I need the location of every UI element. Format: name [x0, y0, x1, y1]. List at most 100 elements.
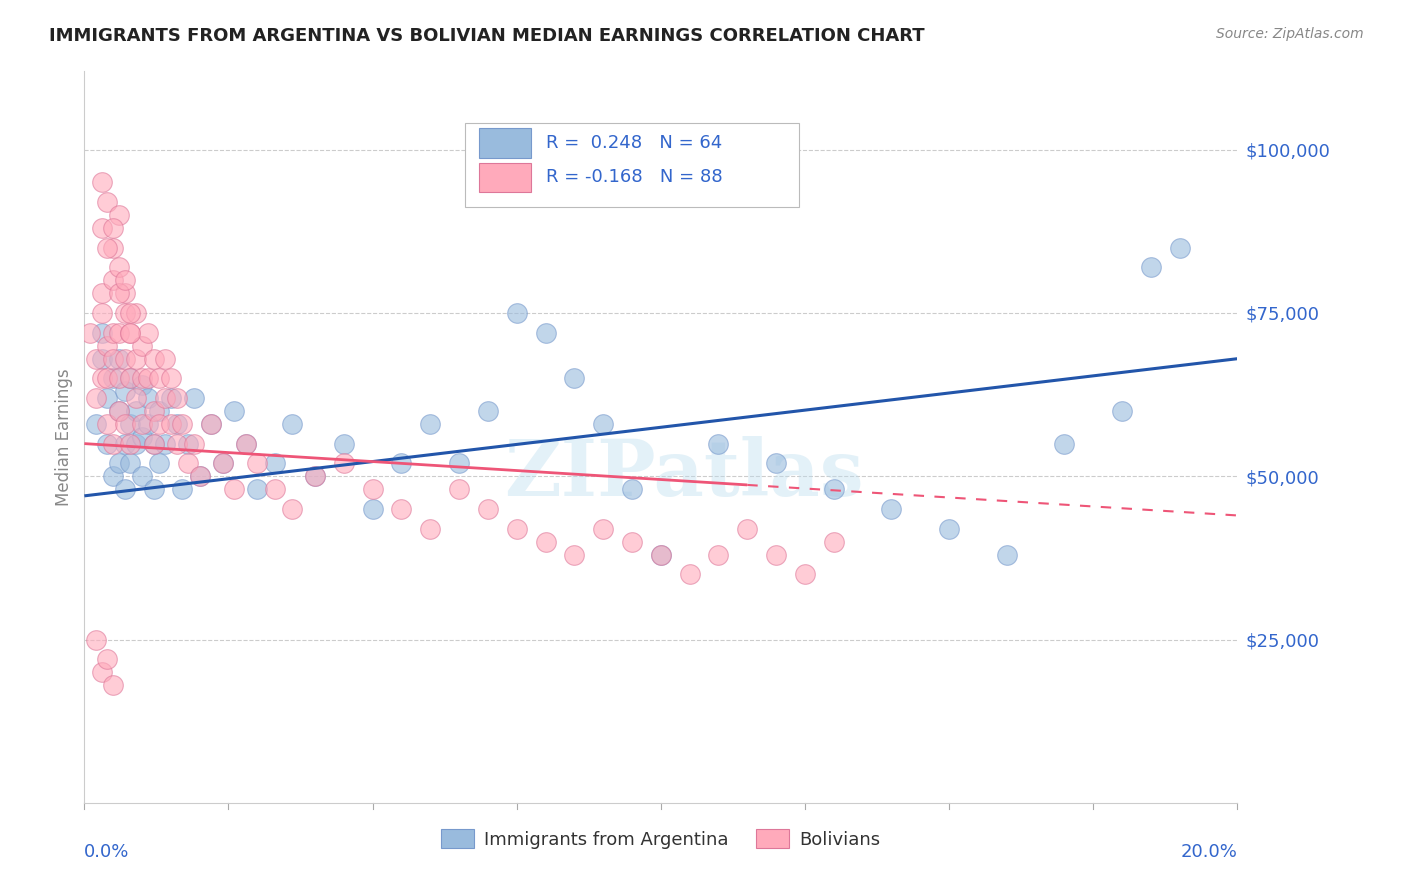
Point — [564, 371, 586, 385]
Point — [136, 371, 159, 385]
FancyBboxPatch shape — [478, 128, 530, 158]
Point — [125, 351, 148, 366]
Point — [200, 417, 222, 431]
Point — [361, 483, 384, 497]
Point — [148, 417, 170, 431]
Point — [650, 548, 672, 562]
Text: IMMIGRANTS FROM ARGENTINA VS BOLIVIAN MEDIAN EARNINGS CORRELATION CHART: IMMIGRANTS FROM ARGENTINA VS BOLIVIAN ME… — [49, 27, 925, 45]
Point — [114, 286, 136, 301]
Point — [142, 351, 165, 366]
Point — [114, 351, 136, 366]
Point — [114, 436, 136, 450]
Text: R = -0.168   N = 88: R = -0.168 N = 88 — [546, 169, 723, 186]
Point — [391, 456, 413, 470]
Point — [765, 548, 787, 562]
Point — [136, 391, 159, 405]
Point — [125, 436, 148, 450]
Point — [281, 417, 304, 431]
Point — [114, 483, 136, 497]
Point — [333, 456, 356, 470]
Text: 20.0%: 20.0% — [1181, 843, 1237, 861]
Point — [564, 548, 586, 562]
Point — [391, 502, 413, 516]
Point — [153, 391, 176, 405]
Text: 0.0%: 0.0% — [84, 843, 129, 861]
Point — [142, 436, 165, 450]
Point — [103, 221, 124, 235]
Point — [200, 417, 222, 431]
Point — [188, 469, 211, 483]
Point — [108, 208, 131, 222]
Point — [79, 326, 101, 340]
Point — [131, 417, 153, 431]
Point — [534, 534, 557, 549]
Point — [449, 456, 471, 470]
Point — [823, 483, 845, 497]
Point — [90, 221, 112, 235]
Point — [183, 436, 205, 450]
Point — [103, 351, 124, 366]
Point — [120, 436, 142, 450]
Point — [108, 326, 131, 340]
Point — [136, 326, 159, 340]
Point — [224, 404, 246, 418]
Point — [120, 456, 142, 470]
Point — [419, 417, 441, 431]
Point — [419, 521, 441, 535]
Point — [880, 502, 903, 516]
Point — [765, 456, 787, 470]
Point — [103, 469, 124, 483]
Point — [235, 436, 257, 450]
Point — [153, 351, 176, 366]
Point — [449, 483, 471, 497]
Point — [153, 436, 176, 450]
Point — [333, 436, 356, 450]
Point — [148, 456, 170, 470]
Point — [183, 391, 205, 405]
Point — [90, 371, 112, 385]
Point — [120, 371, 142, 385]
FancyBboxPatch shape — [465, 122, 799, 207]
Point — [84, 391, 107, 405]
Point — [823, 534, 845, 549]
Point — [120, 371, 142, 385]
Point — [90, 306, 112, 320]
Point — [103, 326, 124, 340]
Point — [131, 377, 153, 392]
Point — [621, 483, 644, 497]
Point — [114, 384, 136, 399]
Point — [96, 338, 118, 352]
Point — [621, 534, 644, 549]
Text: ZIPatlas: ZIPatlas — [505, 435, 863, 512]
Point — [166, 417, 188, 431]
Point — [125, 404, 148, 418]
Point — [224, 483, 246, 497]
Point — [160, 417, 183, 431]
Point — [361, 502, 384, 516]
Text: Source: ZipAtlas.com: Source: ZipAtlas.com — [1216, 27, 1364, 41]
Point — [995, 548, 1018, 562]
Point — [131, 469, 153, 483]
Point — [108, 404, 131, 418]
Point — [96, 371, 118, 385]
Point — [737, 521, 759, 535]
FancyBboxPatch shape — [478, 162, 530, 192]
Point — [103, 273, 124, 287]
Point — [477, 404, 499, 418]
Y-axis label: Median Earnings: Median Earnings — [55, 368, 73, 506]
Point — [707, 436, 730, 450]
Point — [90, 351, 112, 366]
Point — [96, 417, 118, 431]
Point — [263, 456, 285, 470]
Point — [114, 417, 136, 431]
Point — [108, 456, 131, 470]
Point — [142, 404, 165, 418]
Point — [108, 286, 131, 301]
Point — [90, 286, 112, 301]
Point — [1053, 436, 1076, 450]
Point — [96, 241, 118, 255]
Point — [96, 391, 118, 405]
Point — [172, 417, 194, 431]
Legend: Immigrants from Argentina, Bolivians: Immigrants from Argentina, Bolivians — [434, 822, 887, 856]
Point — [211, 456, 233, 470]
